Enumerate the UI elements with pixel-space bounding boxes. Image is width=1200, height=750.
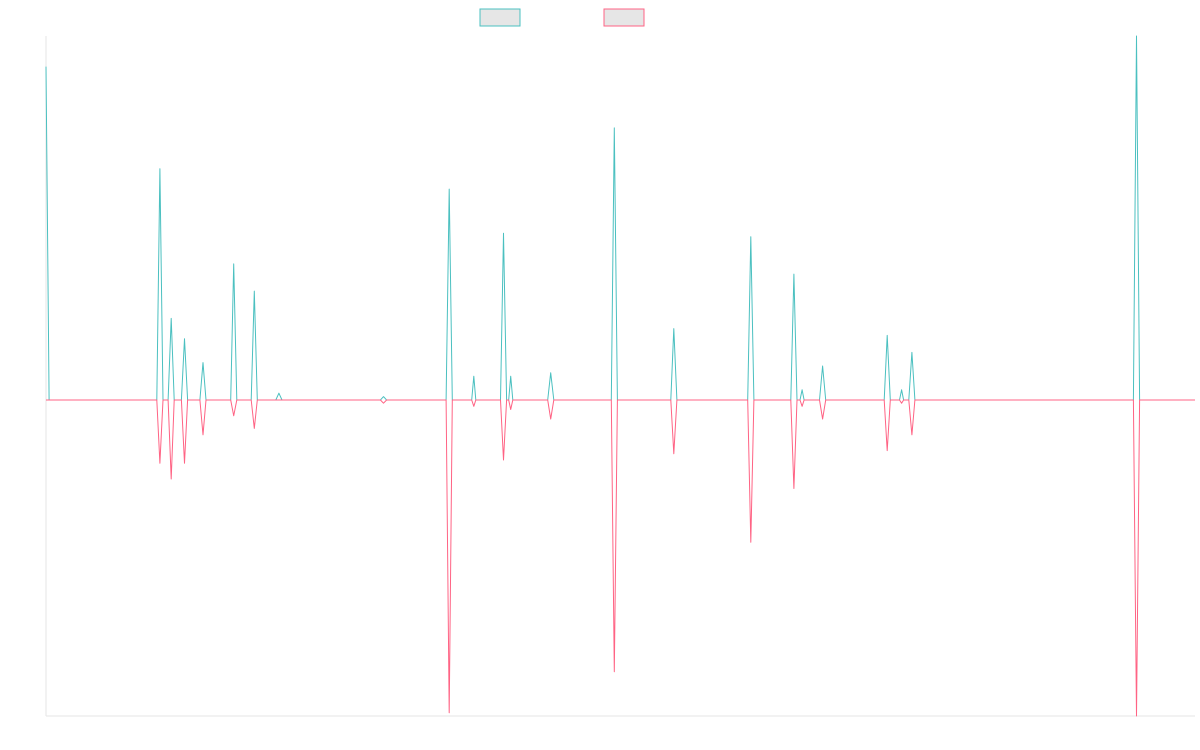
series-layer xyxy=(45,35,1195,717)
series-line-2 xyxy=(46,399,1195,717)
legend[interactable] xyxy=(479,8,645,27)
series-line-1 xyxy=(45,35,1195,401)
legend-swatch-1[interactable] xyxy=(479,8,521,27)
legend-swatch-2[interactable] xyxy=(603,8,645,27)
axes xyxy=(45,36,1195,717)
